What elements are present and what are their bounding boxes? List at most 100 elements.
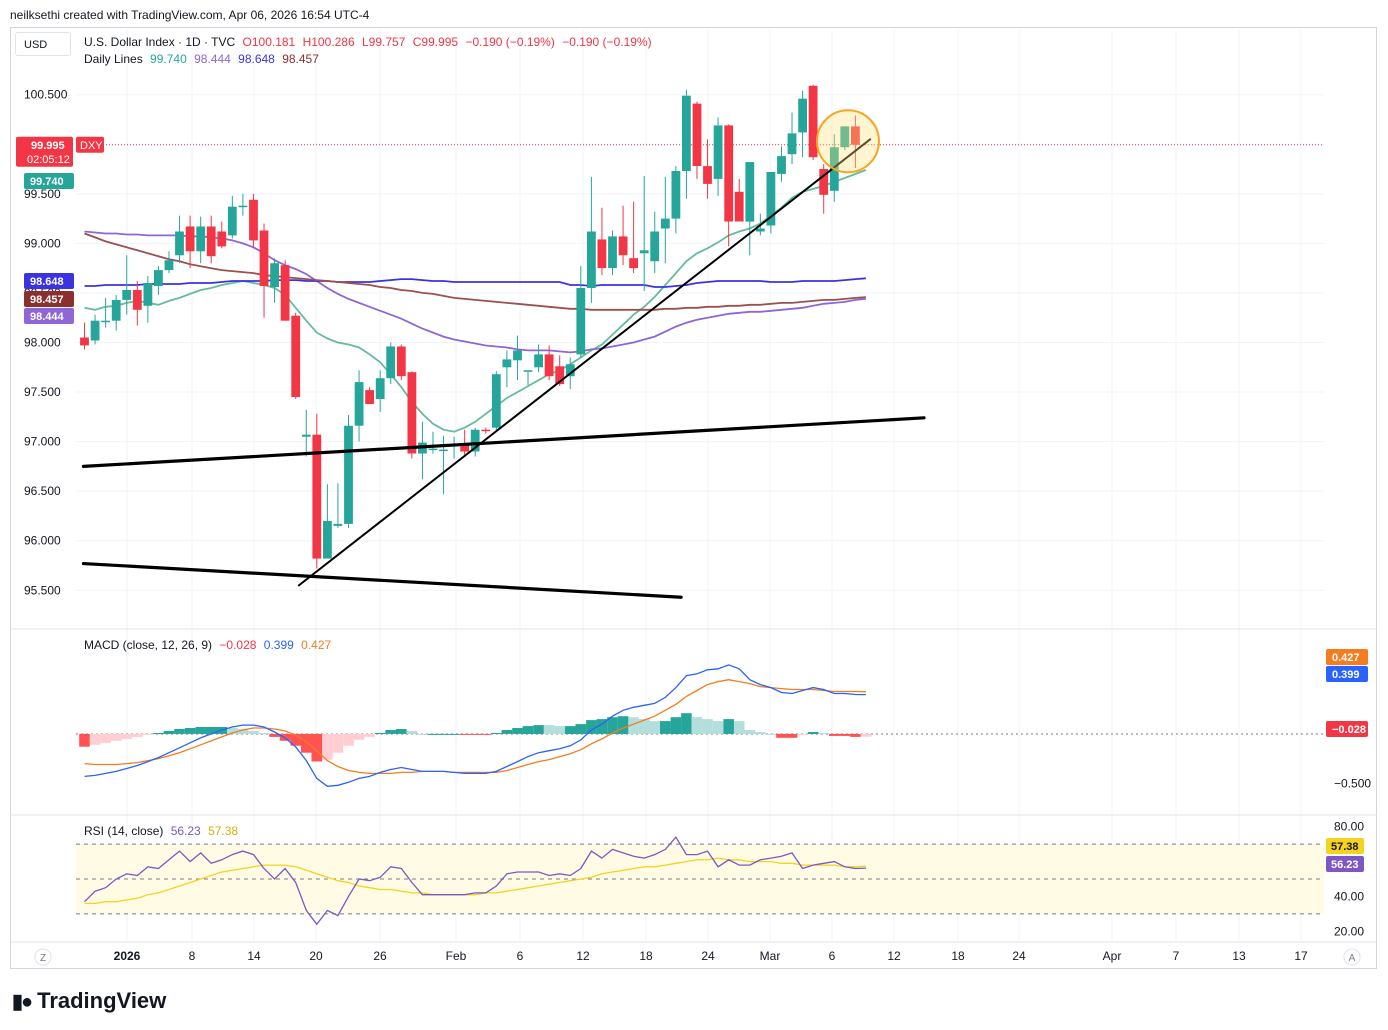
macd-histogram-bar [744,730,756,734]
macd-histogram-bar [491,733,502,734]
close-value: 99.995 [421,35,459,49]
macd-axis-label-bg [1326,666,1368,682]
candle-body [323,520,332,559]
time-tick-label: 12 [887,949,901,963]
trendline [81,561,683,599]
ma-price-label: 98.444 [30,311,65,323]
symbol-tag-bg [76,136,104,153]
candle-body [439,449,448,452]
macd-histogram-bar [438,733,449,735]
macd-histogram-bar [575,724,587,734]
macd-axis-label: −0.028 [1332,724,1366,736]
currency-selector[interactable]: USD [15,32,71,56]
candle-body [164,260,174,271]
zoom-icon: Z [40,953,46,964]
macd-histogram-bar [607,717,618,734]
time-tick-label: 6 [829,949,836,963]
moving-average-line [84,277,866,288]
candle-body [90,320,100,341]
candle-body [544,354,554,377]
macd-histogram-bar [733,721,745,734]
rsi-line [84,836,866,926]
rsi-axis-label-bg [1326,838,1364,854]
candle-body [481,429,491,432]
candle-body [798,98,807,133]
tradingview-logo-icon: ▮● [12,990,33,1013]
auto-scale-icon: A [1349,953,1356,964]
change-value: −0.190 (−0.19%) [465,35,555,49]
price-tick-label: 99.500 [24,187,61,201]
macd-histogram-bar [205,727,217,734]
macd-histogram-bar [290,733,301,746]
macd-histogram-bar [786,733,798,738]
high-label: H [302,35,312,49]
sma-value-1: 99.740 [150,52,187,66]
candle-body [787,133,797,155]
time-tick-label: 26 [373,949,387,963]
symbol-legend: U.S. Dollar Index · 1D · TVC O100.181 H1… [84,35,656,49]
time-tick-label: 24 [1012,949,1026,963]
time-tick-label: 7 [1173,949,1180,963]
macd-histogram-bar [522,726,534,734]
symbol-name: U.S. Dollar Index · 1D · TVC [84,35,236,49]
macd-histogram-bar [829,733,840,736]
macd-histogram-bar [174,729,185,734]
change-value-2: −0.190 (−0.19%) [562,35,652,49]
price-tick-label: 99.000 [24,236,61,250]
sma-value-4: 98.457 [282,52,319,66]
ma-price-label: 99.740 [30,176,64,188]
macd-axis-label: 0.399 [1332,669,1360,681]
candle-body [259,230,269,286]
price-tick-label: 96.000 [24,534,61,548]
candle-body [851,126,860,145]
macd-histogram-bar [332,733,344,753]
tradingview-logo[interactable]: ▮● TradingView [12,988,166,1014]
candle-body [280,265,290,321]
macd-histogram-bar [385,730,396,734]
macd-histogram-bar [776,733,787,738]
macd-signal-value: 0.427 [301,638,332,652]
macd-histogram-bar [195,727,206,734]
rsi-ma-line [84,857,866,905]
tradingview-logo-text: TradingView [37,988,167,1013]
macd-histogram-bar [311,733,323,762]
current-price-label-bg [16,136,73,167]
candle-body [534,354,543,368]
candle-body [291,315,301,397]
candle-body [101,320,110,323]
price-tick-label: 100.500 [24,88,68,102]
candle-body [703,166,712,184]
candle-body [629,258,638,269]
candle-body [407,372,417,454]
macd-histogram-bar [406,731,418,734]
sma-value-2: 98.444 [194,52,231,66]
macd-histogram-bar [121,733,132,739]
high-value: 100.286 [311,35,355,49]
time-tick-label: Feb [446,949,467,963]
macd-histogram-bar [755,732,766,734]
macd-histogram-bar [258,733,270,734]
moving-average-line [84,232,866,311]
price-tick-label: 96.500 [24,484,61,498]
candle-body [513,350,522,361]
rsi-axis-label: 56.23 [1331,859,1359,871]
candle-body [766,172,776,226]
candle-body [819,169,829,195]
macd-histogram-bar [248,731,259,734]
time-tick-label: 13 [1232,949,1246,963]
time-tick-label: Apr [1103,949,1122,963]
macd-histogram-bar [374,733,386,734]
macd-line [84,664,866,787]
candle-body [375,378,385,399]
candle-body [238,205,248,208]
candle-body [333,523,343,526]
time-tick-label: 24 [701,949,715,963]
daily-lines-label: Daily Lines [84,52,143,66]
macd-histogram-bar [322,733,333,760]
macd-histogram-bar [543,725,555,734]
candle-body [154,270,163,286]
candle-body [217,231,227,247]
macd-histogram-bar [110,733,122,741]
candle-body [777,156,786,174]
